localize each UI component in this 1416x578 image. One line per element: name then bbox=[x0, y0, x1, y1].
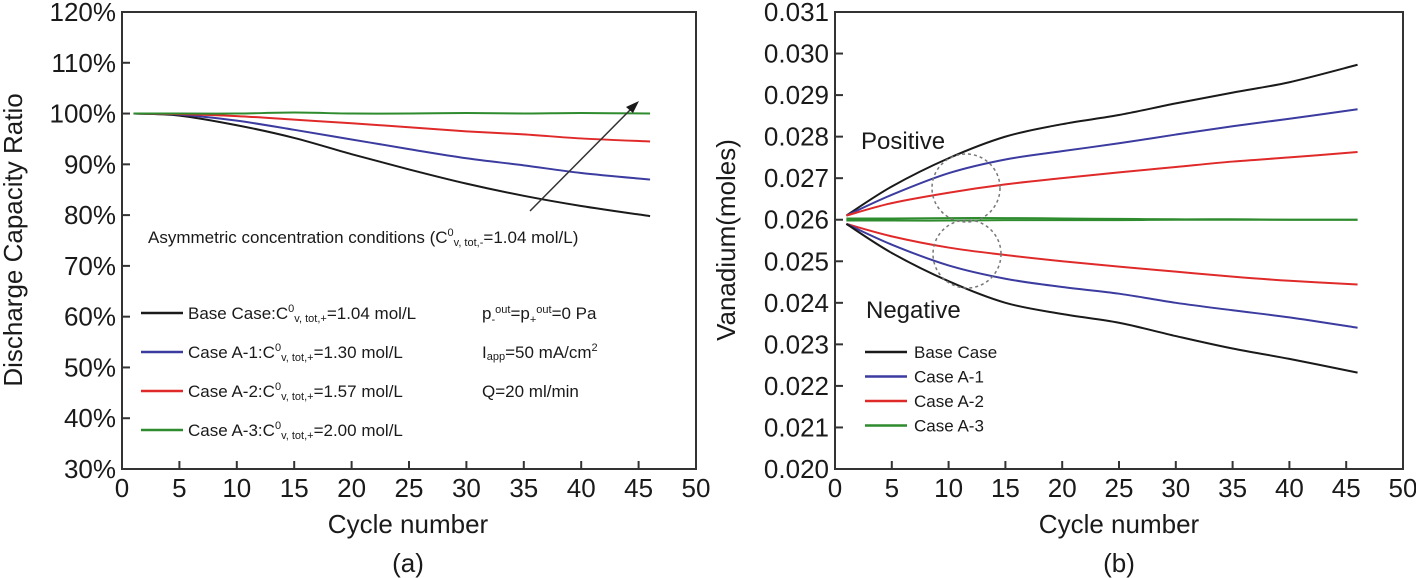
x-tick-label: 35 bbox=[1218, 473, 1247, 503]
x-axis-b: 0 5 10 15 20 25 30 35 40 45 50 bbox=[828, 461, 1416, 503]
series-line-case-a-3 bbox=[133, 111, 651, 115]
y-tick-label: 0.021 bbox=[764, 412, 829, 442]
series-line-case-a-2 bbox=[133, 112, 651, 143]
x-tick-label: 15 bbox=[991, 473, 1020, 503]
panel-caption-a: (a) bbox=[392, 548, 424, 578]
x-tick-label: 20 bbox=[1048, 473, 1077, 503]
y-axis-a: 30% 40% 50% 60% 70% 80% 90% 100% 110% 120% bbox=[50, 0, 130, 484]
trend-arrow bbox=[529, 105, 635, 212]
y-tick-label: 60% bbox=[64, 302, 116, 332]
series-line-case-a-1 bbox=[133, 112, 651, 181]
y-tick-label: 0.030 bbox=[764, 39, 829, 69]
y-tick-label: 100% bbox=[50, 99, 117, 129]
x-tick-label: 5 bbox=[885, 473, 899, 503]
annotation-asymmetric: Asymmetric concentration conditions (C0v… bbox=[148, 227, 578, 249]
x-tick-label: 15 bbox=[280, 473, 309, 503]
x-tick-label: 5 bbox=[172, 473, 186, 503]
x-tick-label: 35 bbox=[509, 473, 538, 503]
series-line-base-case-negative- bbox=[845, 223, 1358, 374]
x-tick-label: 40 bbox=[1275, 473, 1304, 503]
x-tick-label: 25 bbox=[395, 473, 424, 503]
x-tick-label: 0 bbox=[828, 473, 842, 503]
y-tick-label: 0.023 bbox=[764, 329, 829, 359]
x-tick-label: 20 bbox=[337, 473, 366, 503]
y-axis-b: 0.020 0.021 0.022 0.023 0.024 0.025 0.026 0.027… bbox=[764, 0, 843, 484]
legend-item: Case A-2:C0v, tot,+=1.57 mol/L bbox=[188, 381, 403, 403]
y-tick-label: 0.024 bbox=[764, 288, 829, 318]
legend-a: Base Case:C0v, tot,+=1.04 mol/L Case A-1:… bbox=[141, 303, 416, 442]
annotation-negative: Negative bbox=[866, 297, 961, 324]
x-tick-label: 40 bbox=[567, 473, 596, 503]
series-line-base-case-positive- bbox=[845, 63, 1358, 217]
x-tick-label: 45 bbox=[624, 473, 653, 503]
legend-item: Case A-1 bbox=[914, 368, 984, 387]
x-axis-label-b: Cycle number bbox=[1039, 509, 1200, 539]
panel-b: 0.020 0.021 0.022 0.023 0.024 0.025 0.026 0.027… bbox=[711, 0, 1416, 578]
y-axis-label-b: Vanadium(moles) bbox=[711, 139, 741, 341]
x-tick-label: 30 bbox=[1161, 473, 1190, 503]
annotation-positive: Positive bbox=[861, 128, 945, 155]
y-tick-label: 0.029 bbox=[764, 80, 829, 110]
y-tick-label: 110% bbox=[51, 48, 116, 78]
y-tick-label: 50% bbox=[64, 352, 116, 382]
y-tick-label: 80% bbox=[64, 200, 116, 230]
x-tick-label: 50 bbox=[1389, 473, 1416, 503]
panel-caption-b: (b) bbox=[1103, 548, 1135, 578]
x-tick-label: 10 bbox=[222, 473, 251, 503]
legend-item: Base Case:C0v, tot,+=1.04 mol/L bbox=[188, 303, 416, 325]
series-lines-a bbox=[133, 111, 651, 218]
legend-item: Case A-1:C0v, tot,+=1.30 mol/L bbox=[188, 342, 403, 364]
condition-current: Iapp=50 mA/cm2 bbox=[482, 342, 598, 363]
legend-item: Case A-2 bbox=[914, 392, 984, 411]
condition-flow: Q=20 ml/min bbox=[482, 382, 579, 401]
x-tick-label: 25 bbox=[1105, 473, 1134, 503]
series-line-case-a-2-negative- bbox=[846, 222, 1358, 286]
legend-item: Base Case bbox=[914, 343, 997, 362]
x-tick-label: 0 bbox=[115, 473, 129, 503]
x-tick-label: 10 bbox=[934, 473, 963, 503]
legend-b: Base Case Case A-1 Case A-2 Case A-3 bbox=[865, 343, 997, 436]
legend-item: Case A-3:C0v, tot,+=2.00 mol/L bbox=[188, 420, 403, 442]
condition-pressure: p-out=p+out=0 Pa bbox=[482, 304, 597, 326]
y-tick-label: 0.031 bbox=[764, 0, 829, 27]
y-tick-label: 40% bbox=[64, 403, 116, 433]
series-line-case-a-1-positive- bbox=[845, 108, 1358, 217]
x-tick-label: 30 bbox=[452, 473, 481, 503]
x-axis-a: 0 5 10 15 20 25 30 35 40 45 50 bbox=[115, 461, 711, 503]
highlight-circle-negative bbox=[932, 219, 1002, 289]
y-tick-label: 90% bbox=[64, 149, 116, 179]
y-tick-label: 120% bbox=[50, 0, 117, 27]
series-line-base-case bbox=[133, 112, 651, 218]
series-line-case-a-3-negative- bbox=[846, 218, 1358, 222]
y-axis-label-a: Discharge Capacity Ratio bbox=[0, 93, 28, 386]
highlight-circle-positive bbox=[931, 153, 1001, 223]
y-tick-label: 0.020 bbox=[764, 454, 829, 484]
series-line-case-a-1-negative- bbox=[845, 222, 1358, 329]
y-tick-label: 0.027 bbox=[764, 163, 829, 193]
x-tick-label: 50 bbox=[682, 473, 711, 503]
y-tick-label: 0.028 bbox=[764, 122, 829, 152]
y-tick-label: 0.025 bbox=[764, 246, 829, 276]
y-tick-label: 0.026 bbox=[764, 205, 829, 235]
y-tick-label: 0.022 bbox=[764, 371, 829, 401]
y-tick-label: 70% bbox=[64, 251, 116, 281]
series-line-case-a-2-positive- bbox=[846, 151, 1358, 217]
series-lines-b bbox=[845, 63, 1358, 374]
arrow-head-icon bbox=[626, 101, 639, 113]
x-axis-label-a: Cycle number bbox=[328, 509, 489, 539]
y-tick-label: 30% bbox=[64, 454, 116, 484]
x-tick-label: 45 bbox=[1332, 473, 1361, 503]
legend-item: Case A-3 bbox=[914, 417, 984, 436]
panel-a: 30% 40% 50% 60% 70% 80% 90% 100% 110% 120% 0 5 10 15… bbox=[0, 0, 710, 578]
